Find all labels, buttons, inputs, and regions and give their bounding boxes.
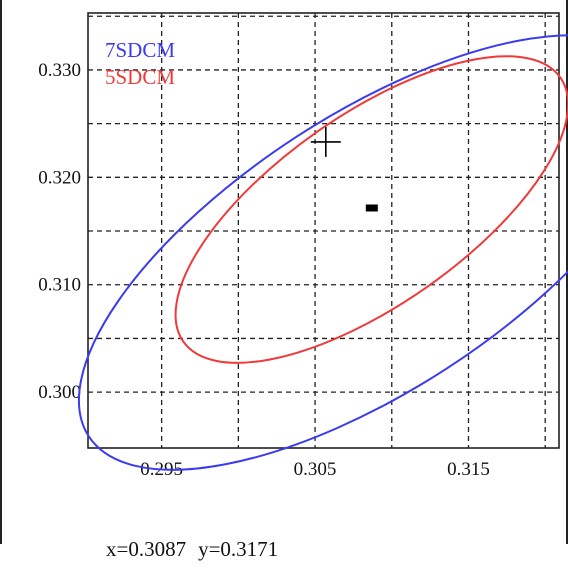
x-tick-label: 0.305 — [294, 459, 337, 480]
y-tick-label: 0.330 — [38, 60, 81, 81]
y-tick-label: 0.310 — [38, 275, 81, 296]
legend-entry-5sdcm: 5SDCM — [105, 65, 175, 89]
readout-x: x=0.3087 — [106, 537, 186, 561]
coordinate-readout: x=0.3087 y=0.3171 — [85, 512, 290, 587]
y-tick-label: 0.320 — [38, 167, 81, 188]
x-tick-label: 0.315 — [447, 459, 490, 480]
readout-y: y=0.3171 — [198, 537, 278, 561]
chromaticity-ellipse-chart: 0.295 0.305 0.3150.3300.3200.3100.3007SDCM… — [2, 0, 568, 544]
y-tick-label: 0.300 — [38, 382, 81, 403]
legend-entry-7sdcm: 7SDCM — [105, 38, 175, 62]
chart-window: 0.295 0.305 0.315 0.330 0.320 0.310 0.300 7SDCM… — [0, 0, 568, 544]
center-marker — [366, 204, 378, 211]
